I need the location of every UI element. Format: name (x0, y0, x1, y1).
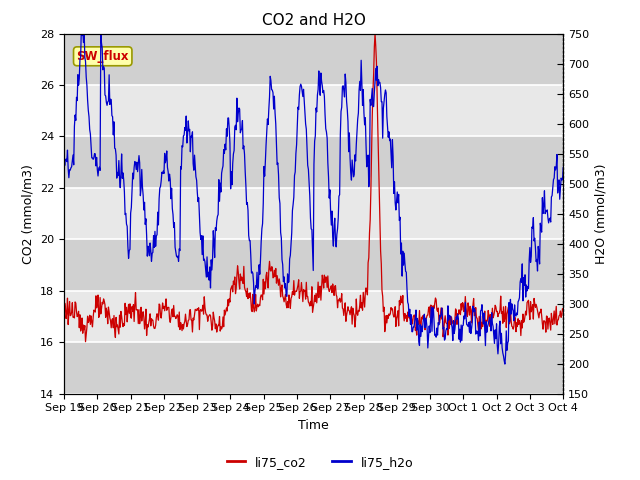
Text: SW_flux: SW_flux (77, 50, 129, 63)
Title: CO2 and H2O: CO2 and H2O (262, 13, 365, 28)
Bar (64, 291, 563, 342)
Bar (64, 240, 563, 291)
Legend: li75_co2, li75_h2o: li75_co2, li75_h2o (221, 451, 419, 474)
Bar (64, 85, 563, 136)
Bar (64, 136, 563, 188)
Bar (64, 34, 563, 85)
Y-axis label: H2O (mmol/m3): H2O (mmol/m3) (595, 163, 608, 264)
X-axis label: Time: Time (298, 419, 329, 432)
Y-axis label: CO2 (mmol/m3): CO2 (mmol/m3) (22, 164, 35, 264)
Bar (64, 188, 563, 240)
Bar (64, 342, 563, 394)
